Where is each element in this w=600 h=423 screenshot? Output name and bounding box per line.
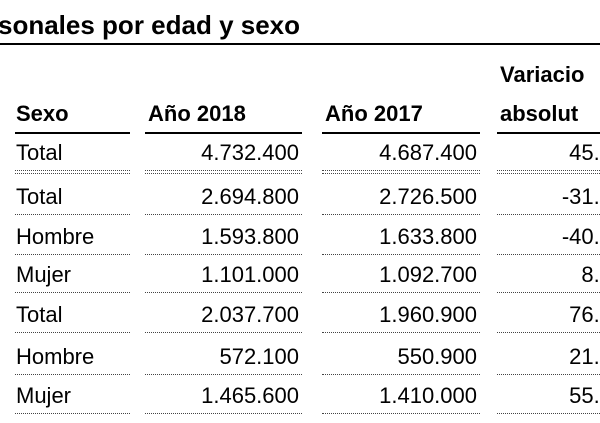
value-cell: 1.633.800	[379, 224, 477, 249]
header-cell: Variacio	[500, 62, 585, 87]
row-separator	[15, 292, 130, 293]
row-separator	[497, 413, 600, 414]
row-label: Total	[16, 302, 63, 327]
header-rule	[322, 132, 480, 134]
row-label: Hombre	[16, 344, 95, 369]
row-separator	[322, 170, 480, 171]
row-separator	[145, 173, 302, 174]
header-cell: Año 2018	[148, 101, 246, 126]
row-label: Mujer	[16, 383, 72, 408]
header-cell: Año 2017	[325, 101, 423, 126]
row-separator	[15, 332, 130, 333]
row-separator	[497, 332, 600, 333]
header-cell: Sexo	[16, 101, 69, 126]
row-separator	[497, 254, 600, 255]
row-separator	[15, 170, 130, 171]
header-rule	[497, 132, 600, 134]
header-cell: absolut	[500, 101, 579, 126]
row-separator	[322, 173, 480, 174]
row-separator	[497, 374, 600, 375]
row-separator	[497, 173, 600, 174]
row-separator	[322, 374, 480, 375]
row-separator	[145, 292, 302, 293]
row-separator	[497, 214, 600, 215]
row-separator	[322, 292, 480, 293]
row-label: Total	[16, 184, 63, 209]
value-cell: 1.092.700	[379, 262, 477, 287]
row-separator	[145, 413, 302, 414]
value-cell: 21.2	[569, 344, 600, 369]
row-separator	[497, 292, 600, 293]
row-separator	[145, 170, 302, 171]
value-cell: 1.960.900	[379, 302, 477, 327]
value-cell: 2.694.800	[201, 184, 299, 209]
value-cell: 76.8	[569, 302, 600, 327]
value-cell: 1.593.800	[201, 224, 299, 249]
value-cell: 4.732.400	[201, 140, 299, 165]
row-label: Total	[16, 140, 63, 165]
header-rule	[15, 132, 130, 134]
title-rule	[0, 43, 600, 45]
value-cell: 2.037.700	[201, 302, 299, 327]
value-cell: 55.6	[569, 383, 600, 408]
row-separator	[322, 254, 480, 255]
row-separator	[145, 374, 302, 375]
value-cell: 1.101.000	[201, 262, 299, 287]
row-separator	[322, 214, 480, 215]
row-label: Hombre	[16, 224, 95, 249]
row-separator	[145, 332, 302, 333]
row-separator	[145, 214, 302, 215]
value-cell: 1.465.600	[201, 383, 299, 408]
value-cell: 45.0	[569, 140, 600, 165]
row-separator	[15, 254, 130, 255]
row-separator	[145, 254, 302, 255]
header-rule	[145, 132, 302, 134]
row-separator	[322, 332, 480, 333]
title: sonales por edad y sexo	[0, 10, 301, 40]
value-cell: 572.100	[219, 344, 299, 369]
row-separator	[322, 413, 480, 414]
row-separator	[15, 173, 130, 174]
value-cell: 8.3	[581, 262, 600, 287]
value-cell: -40.0	[561, 224, 600, 249]
value-cell: -31.7	[561, 184, 600, 209]
value-cell: 1.410.000	[379, 383, 477, 408]
value-cell: 4.687.400	[379, 140, 477, 165]
row-separator	[497, 170, 600, 171]
value-cell: 2.726.500	[379, 184, 477, 209]
row-separator	[15, 374, 130, 375]
row-label: Mujer	[16, 262, 72, 287]
value-cell: 550.900	[397, 344, 477, 369]
row-separator	[15, 413, 130, 414]
row-separator	[15, 214, 130, 215]
